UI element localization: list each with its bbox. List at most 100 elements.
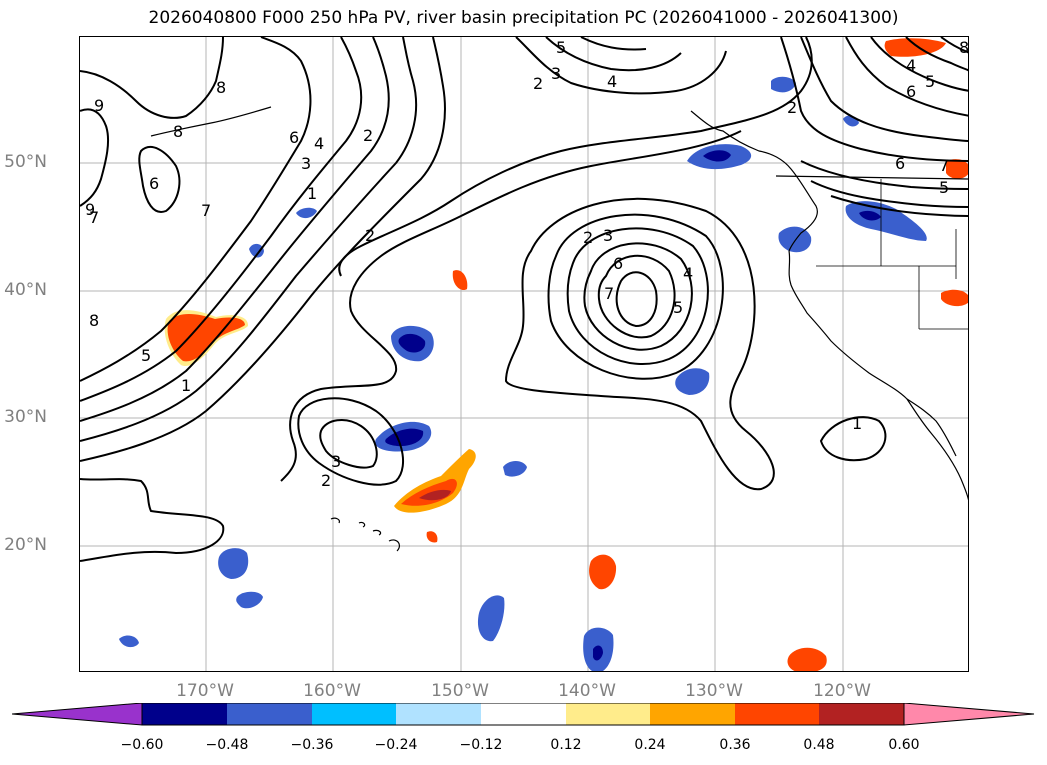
- precip-positive-ne3: [941, 289, 968, 306]
- lon-label-170w: 170°W: [176, 681, 234, 701]
- precip-negative-4-core: [859, 210, 881, 221]
- precip-negative-11-core: [593, 645, 603, 661]
- aleutian-arc: [150, 106, 272, 137]
- contour-label: 8: [173, 122, 183, 141]
- contour-cutoff-4: [566, 227, 709, 365]
- precip-positive-small2: [426, 531, 438, 543]
- lat-label-40n: 40°N: [4, 280, 47, 300]
- contour-label: 2: [321, 471, 331, 490]
- contour-cutoff-outer: [504, 197, 775, 491]
- colorbar-tick-label: −0.24: [374, 737, 418, 753]
- lat-label-50n: 50°N: [4, 152, 47, 172]
- contour-label: 6: [289, 128, 299, 147]
- precip-negative-15: [771, 76, 796, 93]
- contour-label: 9: [85, 200, 95, 219]
- precip-positive-small3: [589, 554, 617, 590]
- colorbar-tick-label: 0.24: [634, 737, 666, 753]
- contour-mid-1: [280, 130, 742, 482]
- contour-label: 6: [613, 254, 623, 273]
- precip-negative-6: [675, 368, 710, 395]
- contour-label: 6: [906, 82, 916, 101]
- precip-negative-8: [236, 591, 263, 609]
- lat-label-20n: 20°N: [4, 535, 47, 555]
- contour-ne-7: [940, 37, 968, 54]
- contour-ne-6: [905, 37, 968, 72]
- colorbar-tick-label: 0.60: [888, 737, 920, 753]
- precip-positive-hawaii-dark: [419, 489, 451, 501]
- precip-positive-small1: [452, 270, 468, 291]
- contour-ne-4: [845, 37, 968, 117]
- state-lines: [816, 179, 968, 330]
- contour-ne-2: [780, 37, 968, 162]
- contour-label: 5: [141, 346, 151, 365]
- contour-jet-1: [80, 37, 312, 382]
- contour-label: 3: [331, 452, 341, 471]
- contour-label: 1: [852, 414, 862, 433]
- precip-negative-3-core: [703, 150, 731, 162]
- west-coast: [788, 250, 968, 501]
- precip-positive-ne1: [884, 38, 946, 57]
- contour-mid-2: [338, 37, 813, 277]
- contour-label: 2: [365, 226, 375, 245]
- colorbar-tick-label: −0.60: [120, 737, 164, 753]
- precip-pc-shading: [119, 38, 968, 671]
- contour-label: 5: [556, 38, 566, 57]
- contour-labels: 9 8 8 6 9 7 6 4 3 1 2 2 8 7 5 1 3 2 5 3 …: [85, 38, 968, 490]
- canada-border: [775, 175, 968, 180]
- contour-jet-3: [80, 37, 390, 422]
- coastlines: [150, 106, 968, 552]
- precip-negative-10: [477, 595, 505, 642]
- contour-north-2: [515, 37, 727, 95]
- contour-nw-9: [80, 108, 110, 207]
- contour-label: 7: [604, 284, 614, 303]
- colorbar-tick-label: −0.48: [205, 737, 249, 753]
- contour-north-3: [545, 37, 682, 72]
- contour-label: 9: [94, 96, 104, 115]
- lon-label-130w: 130°W: [685, 681, 743, 701]
- alaska-coast: [690, 110, 818, 252]
- colorbar-tick-label: 0.48: [803, 737, 835, 753]
- pv-contours: [80, 37, 968, 562]
- precip-positive-south: [787, 647, 827, 671]
- colorbar-tick-label: 0.12: [550, 737, 582, 753]
- precip-negative-7: [218, 548, 249, 579]
- map-panel[interactable]: 9 8 8 6 9 7 6 4 3 1 2 2 8 7 5 1 3 2 5 3 …: [79, 36, 969, 672]
- contour-label: 4: [906, 56, 916, 75]
- contour-ne-3: [800, 37, 968, 142]
- contour-cutoff-inner: [615, 271, 658, 328]
- contour-big-outer: [80, 478, 225, 562]
- contour-low-2: [297, 397, 405, 486]
- precip-negative-1-core: [398, 333, 426, 353]
- contour-label: 7: [939, 156, 949, 175]
- lon-label-150w: 150°W: [431, 681, 489, 701]
- colorbar-tick-label: 0.36: [719, 737, 751, 753]
- contour-ne-lower-7: [830, 195, 968, 217]
- precip-negative-4: [845, 201, 927, 241]
- contour-label: 7: [201, 201, 211, 220]
- contour-label: 4: [607, 72, 617, 91]
- colorbar-extend-low: [12, 703, 143, 726]
- contour-label: 8: [89, 311, 99, 330]
- lon-label-120w: 120°W: [813, 681, 871, 701]
- contour-ne-5: [870, 37, 968, 92]
- colorbar-segment: [481, 703, 566, 725]
- precip-negative-12: [503, 461, 527, 477]
- colorbar-segment: [566, 703, 650, 725]
- contour-label: 2: [583, 228, 593, 247]
- contour-label: 3: [551, 64, 561, 83]
- colorbar-segment: [312, 703, 396, 725]
- precip-negative-13: [296, 207, 317, 219]
- contour-label: 4: [683, 264, 693, 283]
- contour-label: 4: [314, 134, 324, 153]
- precip-negative-14: [249, 243, 264, 258]
- precip-negative-9: [119, 635, 139, 648]
- contour-nw-6: [138, 146, 181, 213]
- contour-jet-5: [80, 37, 446, 462]
- contour-label: 6: [149, 174, 159, 193]
- colorbar: [12, 703, 1035, 726]
- contour-ne-lower-5: [800, 160, 968, 190]
- contour-label: 1: [307, 184, 317, 203]
- contour-label: 5: [925, 72, 935, 91]
- contour-label: 2: [533, 74, 543, 93]
- contour-label: 7: [89, 208, 99, 227]
